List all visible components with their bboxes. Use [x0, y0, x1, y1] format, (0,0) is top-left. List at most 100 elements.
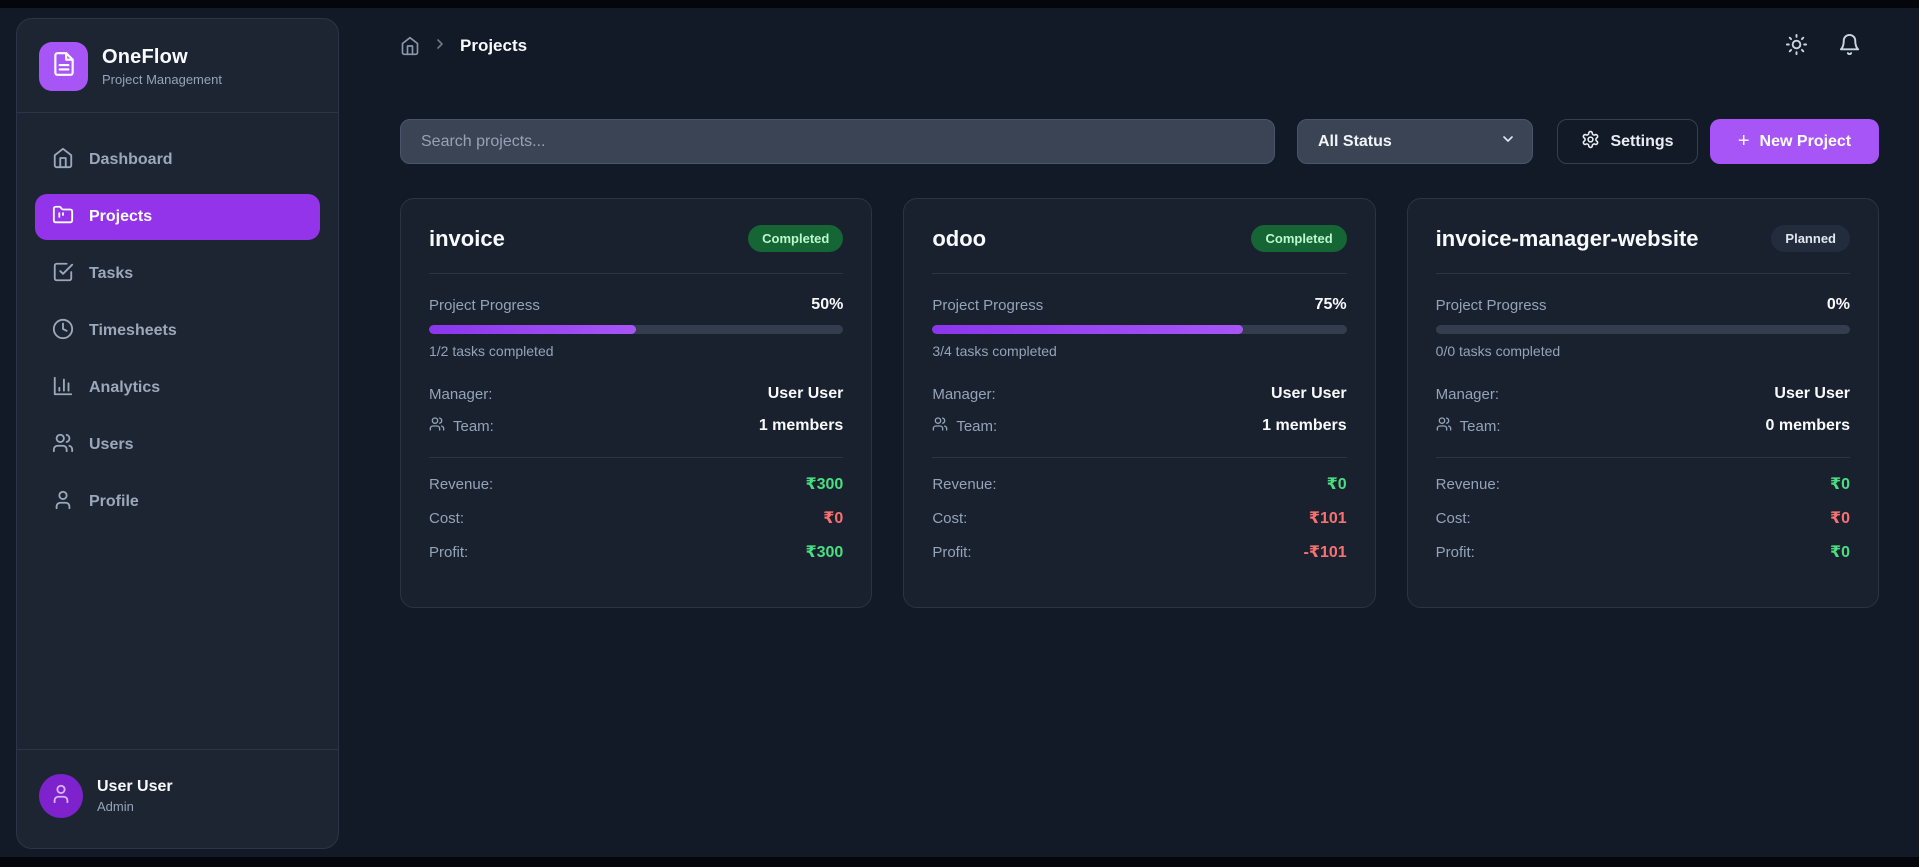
bell-icon — [1838, 33, 1861, 59]
project-card[interactable]: odoo Completed Project Progress 75% 3/4 … — [903, 198, 1376, 608]
app-window: OneFlow Project Management Dashboard Pro… — [0, 8, 1919, 857]
main-content: Projects All Status Settings — [339, 8, 1919, 857]
sidebar: OneFlow Project Management Dashboard Pro… — [16, 18, 339, 849]
profit-value: ₹300 — [805, 544, 844, 561]
sidebar-item-label: Dashboard — [89, 151, 173, 168]
project-name: odoo — [932, 225, 987, 251]
sidebar-item-projects[interactable]: Projects — [35, 194, 320, 240]
status-badge: Planned — [1771, 225, 1850, 252]
revenue-value: ₹0 — [1829, 476, 1850, 493]
team-row: Team: 1 members — [429, 416, 843, 436]
brand-text: OneFlow Project Management — [102, 46, 222, 87]
status-filter-value: All Status — [1318, 132, 1392, 150]
progress-label: Project Progress — [429, 296, 540, 314]
notifications-button[interactable] — [1838, 33, 1861, 59]
team-value: 1 members — [1262, 417, 1347, 434]
progress-percent: 75% — [1314, 296, 1347, 313]
revenue-value: ₹300 — [805, 476, 844, 493]
search-input[interactable] — [400, 119, 1275, 164]
team-row: Team: 1 members — [932, 416, 1347, 436]
progress-percent: 0% — [1826, 296, 1850, 313]
manager-value: User User — [767, 385, 844, 402]
sidebar-item-profile[interactable]: Profile — [35, 479, 320, 525]
divider — [932, 457, 1347, 458]
bar-chart-icon — [52, 375, 74, 402]
sidebar-item-label: Timesheets — [89, 322, 177, 339]
app-title: OneFlow — [102, 46, 188, 68]
cost-label: Cost: — [932, 509, 968, 527]
manager-value: User User — [1774, 385, 1850, 402]
top-icons — [1785, 33, 1861, 59]
team-value: 1 members — [758, 417, 844, 434]
profit-value: ₹0 — [1829, 544, 1850, 561]
manager-label: Manager: — [932, 385, 996, 403]
profit-row: Profit: -₹101 — [932, 542, 1346, 562]
document-icon — [51, 51, 77, 82]
cost-row: Cost: ₹101 — [932, 508, 1346, 528]
theme-toggle-button[interactable] — [1785, 33, 1808, 59]
breadcrumb-home-icon[interactable] — [400, 36, 420, 56]
check-square-icon — [52, 261, 74, 288]
user-box[interactable]: User User Admin — [17, 749, 338, 848]
breadcrumb: Projects — [400, 36, 527, 57]
project-cards-grid: invoice Completed Project Progress 50% 1… — [400, 198, 1879, 608]
sidebar-item-timesheets[interactable]: Timesheets — [35, 308, 320, 354]
manager-label: Manager: — [1435, 385, 1500, 403]
progress-bar — [429, 325, 844, 334]
progress-bar-fill — [429, 325, 637, 334]
divider — [1435, 457, 1850, 458]
progress-bar-fill — [932, 325, 1244, 334]
divider — [429, 273, 844, 274]
sun-icon — [1785, 33, 1808, 59]
revenue-row: Revenue: ₹300 — [429, 474, 843, 494]
profit-row: Profit: ₹300 — [429, 542, 843, 562]
chevron-right-icon — [432, 36, 448, 57]
cost-label: Cost: — [1435, 509, 1471, 527]
chevron-down-icon — [1500, 131, 1516, 152]
user-text: User User Admin — [97, 778, 173, 814]
topbar: Projects — [400, 26, 1879, 66]
progress-percent: 50% — [811, 296, 844, 313]
project-name: invoice-manager-website — [1435, 225, 1699, 251]
folder-icon — [52, 204, 74, 231]
manager-label: Manager: — [429, 385, 493, 403]
avatar — [39, 774, 83, 818]
settings-button[interactable]: Settings — [1557, 119, 1698, 164]
home-icon — [52, 147, 74, 174]
user-icon — [52, 489, 74, 516]
sidebar-item-label: Profile — [89, 493, 139, 510]
tasks-completed: 3/4 tasks completed — [932, 343, 1057, 359]
project-card[interactable]: invoice Completed Project Progress 50% 1… — [400, 198, 873, 608]
team-label: Team: — [453, 417, 494, 435]
sidebar-item-tasks[interactable]: Tasks — [35, 251, 320, 297]
cost-row: Cost: ₹0 — [429, 508, 843, 528]
status-filter-select[interactable]: All Status — [1297, 119, 1533, 164]
sidebar-nav: Dashboard Projects Tasks Timesheets Anal… — [17, 113, 338, 549]
app-subtitle: Project Management — [102, 72, 222, 87]
progress-bar — [1435, 325, 1850, 334]
tasks-completed: 0/0 tasks completed — [1435, 343, 1561, 359]
progress-label: Project Progress — [1435, 296, 1547, 314]
revenue-row: Revenue: ₹0 — [932, 474, 1346, 494]
divider — [429, 457, 844, 458]
cost-value: ₹101 — [1308, 510, 1347, 527]
sidebar-item-label: Projects — [89, 208, 153, 225]
cost-label: Cost: — [429, 509, 465, 527]
gear-icon — [1581, 130, 1600, 154]
revenue-label: Revenue: — [429, 475, 494, 493]
sidebar-item-dashboard[interactable]: Dashboard — [35, 137, 320, 183]
revenue-label: Revenue: — [1435, 475, 1500, 493]
sidebar-item-label: Analytics — [89, 379, 161, 396]
tasks-completed: 1/2 tasks completed — [429, 343, 554, 359]
manager-row: Manager: User User — [932, 385, 1346, 403]
sidebar-item-analytics[interactable]: Analytics — [35, 365, 320, 411]
profit-label: Profit: — [1435, 543, 1475, 561]
sidebar-item-users[interactable]: Users — [35, 422, 320, 468]
manager-value: User User — [1271, 385, 1347, 402]
users-icon — [52, 432, 74, 459]
team-label: Team: — [1459, 417, 1501, 435]
project-card[interactable]: invoice-manager-website Planned Project … — [1406, 198, 1879, 608]
divider — [932, 273, 1347, 274]
new-project-button[interactable]: + New Project — [1710, 119, 1879, 164]
team-icon — [429, 416, 445, 436]
